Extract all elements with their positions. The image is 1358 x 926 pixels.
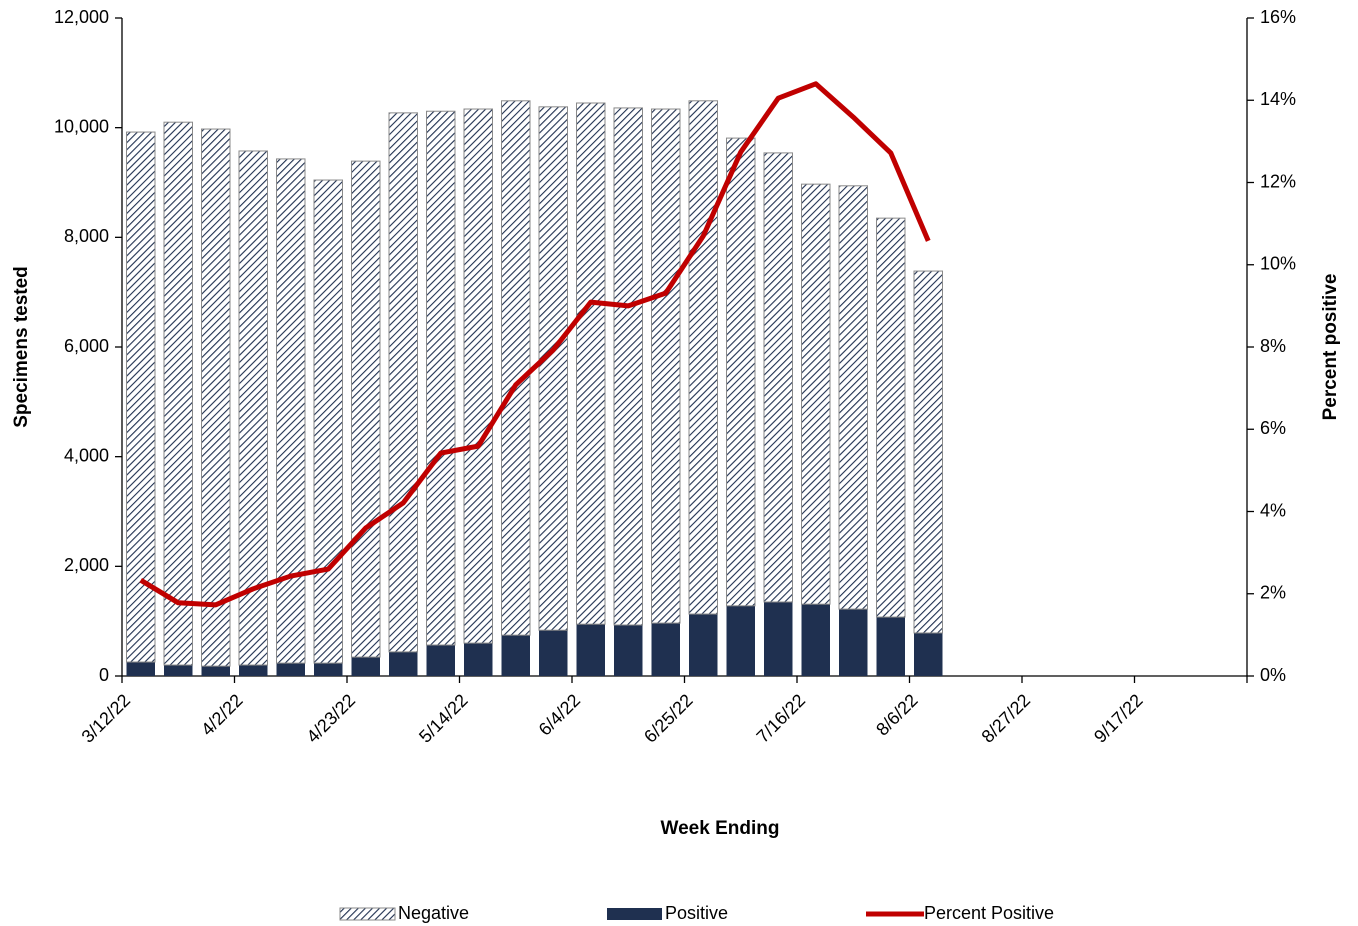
bar — [876, 617, 905, 676]
bar — [576, 102, 606, 625]
x-tick-label: 9/17/22 — [1090, 690, 1147, 747]
bar — [276, 158, 306, 664]
bar — [501, 635, 530, 676]
x-tick-label: 3/12/22 — [78, 690, 135, 747]
x-tick-label: 7/16/22 — [753, 690, 810, 747]
bar — [351, 657, 380, 676]
y2-tick-label: 6% — [1260, 418, 1286, 438]
bar — [801, 183, 831, 605]
bar — [726, 137, 756, 607]
bar — [538, 106, 568, 631]
x-tick-label: 5/14/22 — [415, 690, 472, 747]
bar — [726, 605, 755, 676]
bar — [426, 110, 456, 646]
bar — [464, 643, 493, 676]
bar — [201, 128, 231, 667]
bar — [314, 663, 343, 676]
bar — [501, 100, 531, 636]
bar — [126, 662, 155, 676]
y-tick-label: 6,000 — [64, 336, 109, 356]
bar — [614, 625, 643, 676]
legend-label: Negative — [398, 903, 469, 923]
bar — [351, 160, 381, 658]
bar — [163, 121, 193, 666]
y2-axis-title: Percent positive — [1320, 274, 1341, 421]
legend-swatch — [607, 908, 662, 920]
bar — [201, 666, 230, 676]
legend-label: Positive — [665, 903, 728, 923]
x-tick-label: 8/27/22 — [978, 690, 1035, 747]
bar — [613, 107, 643, 626]
bar — [164, 665, 193, 676]
y2-tick-label: 4% — [1260, 500, 1286, 520]
bar — [651, 623, 680, 676]
bar — [688, 100, 718, 615]
y-tick-label: 0 — [99, 665, 109, 685]
y-axis-title: Specimens tested — [11, 266, 32, 428]
bar — [801, 604, 830, 676]
bar — [876, 217, 906, 618]
x-tick-label: 8/6/22 — [872, 690, 922, 740]
line — [139, 81, 931, 608]
bar — [651, 108, 681, 624]
bar — [914, 632, 943, 676]
x-axis-title: Week Ending — [661, 818, 780, 839]
y-tick-label: 8,000 — [64, 226, 109, 246]
bar — [239, 665, 268, 676]
bar — [539, 630, 568, 676]
bar — [426, 645, 455, 676]
bar — [913, 270, 943, 634]
x-tick-label: 4/2/22 — [197, 690, 247, 740]
y-tick-label: 10,000 — [54, 116, 109, 136]
bar — [839, 609, 868, 676]
legend-label: Percent Positive — [924, 903, 1054, 923]
y2-tick-label: 8% — [1260, 336, 1286, 356]
bar — [389, 651, 418, 676]
bar — [276, 663, 305, 676]
bar — [238, 150, 268, 666]
bar — [313, 179, 343, 664]
y2-tick-label: 10% — [1260, 254, 1296, 274]
x-tick-label: 6/4/22 — [535, 690, 585, 740]
y2-tick-label: 2% — [1260, 583, 1286, 603]
y2-tick-label: 12% — [1260, 171, 1296, 191]
x-tick-label: 4/23/22 — [303, 690, 360, 747]
bar — [388, 112, 418, 653]
y-tick-label: 2,000 — [64, 555, 109, 575]
bar — [764, 601, 793, 676]
x-tick-label: 6/25/22 — [640, 690, 697, 747]
bar — [576, 624, 605, 676]
y2-tick-label: 14% — [1260, 89, 1296, 109]
bar — [463, 108, 493, 644]
y2-tick-label: 0% — [1260, 665, 1286, 685]
bar — [763, 152, 793, 603]
bar — [126, 131, 156, 663]
legend-swatch — [339, 907, 396, 921]
y2-tick-label: 16% — [1260, 7, 1296, 27]
bar — [689, 614, 718, 676]
y-tick-label: 12,000 — [54, 7, 109, 27]
y-tick-label: 4,000 — [64, 445, 109, 465]
bar — [838, 185, 868, 610]
